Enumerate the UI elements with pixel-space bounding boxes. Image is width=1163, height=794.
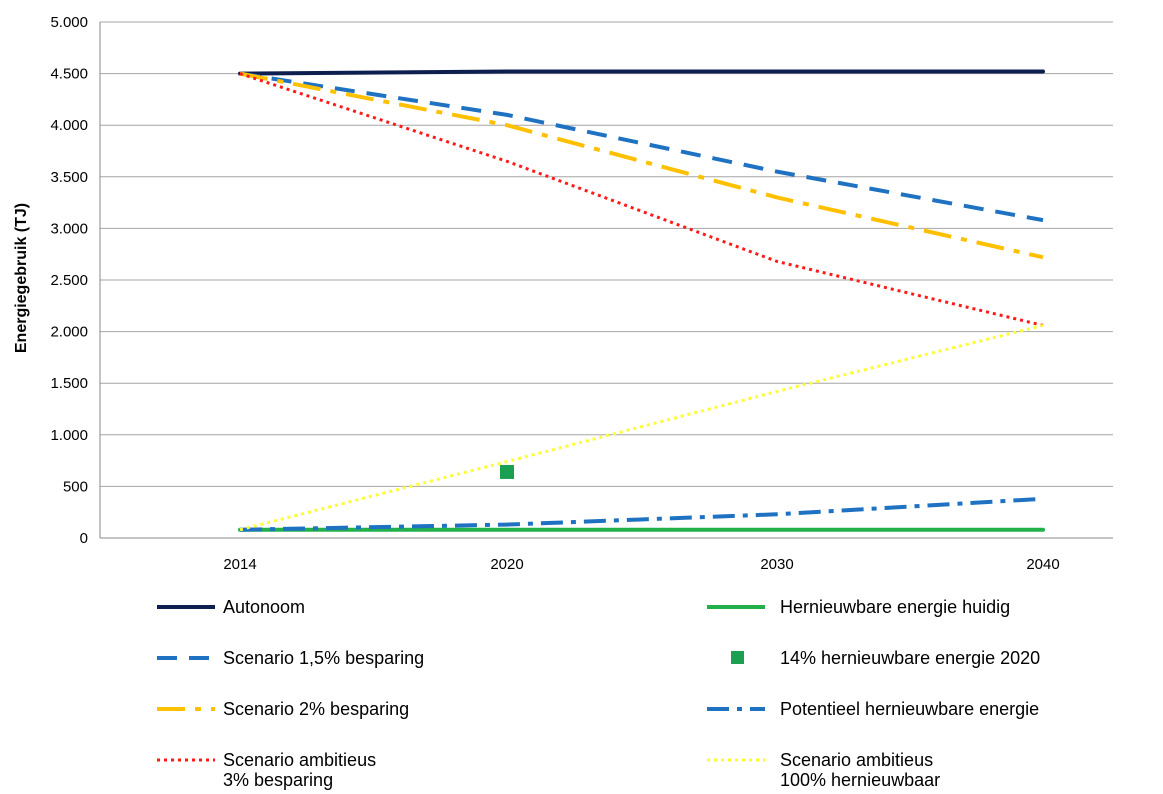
y-tick-label: 4.000 — [50, 117, 88, 134]
y-tick-label: 500 — [63, 478, 88, 495]
series-lines — [238, 69, 1045, 532]
series-scenario-ambitieus-100-hernieuwbaar — [239, 323, 1044, 532]
series-autonoom — [238, 69, 1045, 76]
x-tick-label: 2020 — [490, 556, 523, 573]
y-tick-label: 2.500 — [50, 272, 88, 289]
y-tick-label: 1.500 — [50, 375, 88, 392]
axes — [99, 22, 1113, 539]
series-scenario-2-besparing — [239, 71, 1044, 260]
data-point-14-hernieuwbare-energie-2020 — [500, 464, 514, 479]
y-tick-label: 4.500 — [50, 66, 88, 83]
series-scenario-ambitieus-3-besparing — [239, 72, 1044, 327]
y-axis-label: Energiegebruik (TJ) — [13, 203, 30, 353]
y-tick-label: 2.000 — [50, 324, 88, 341]
series-potentieel-hernieuwbare-energie — [239, 496, 1044, 532]
y-tick-label: 0 — [80, 530, 88, 547]
x-tick-label: 2030 — [760, 556, 793, 573]
x-tick-label: 2040 — [1026, 556, 1059, 573]
y-tick-label: 3.500 — [50, 169, 88, 186]
x-tick-labels: 2014 2020 2030 2040 — [223, 556, 1059, 573]
y-tick-label: 3.000 — [50, 220, 88, 237]
gridlines — [100, 21, 1113, 487]
y-tick-label: 5.000 — [50, 14, 88, 31]
y-tick-labels: 0 500 1.000 1.500 2.000 2.500 3.000 3.500 4.000 4… — [50, 14, 88, 547]
y-tick-label: 1.000 — [50, 427, 88, 444]
x-tick-label: 2014 — [223, 556, 256, 573]
series-scenario-1-5-besparing — [239, 71, 1044, 223]
